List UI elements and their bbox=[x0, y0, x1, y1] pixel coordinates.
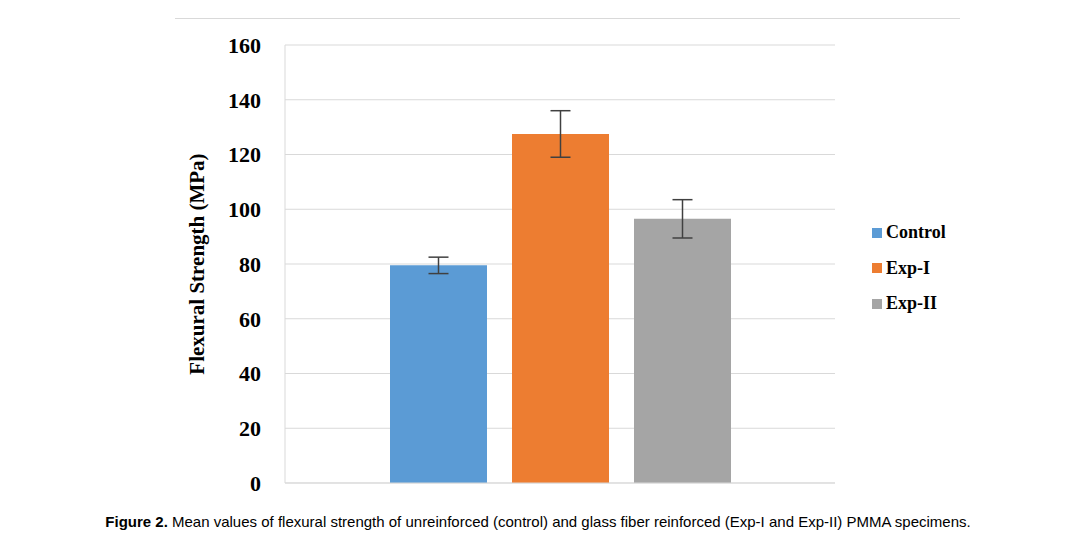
svg-text:100: 100 bbox=[228, 197, 261, 222]
html-text:Flexural Strength (MPa): Flexural Strength (MPa) bbox=[184, 153, 209, 375]
svg-text:0: 0 bbox=[250, 471, 261, 496]
svg-text:40: 40 bbox=[239, 361, 261, 386]
svg-text:20: 20 bbox=[239, 416, 261, 441]
html-text:Exp-II: Exp-II bbox=[886, 293, 937, 314]
svg-text:160: 160 bbox=[228, 33, 261, 58]
svg-text:60: 60 bbox=[239, 307, 261, 332]
html-text:Control: Control bbox=[886, 222, 946, 243]
html-text:Figure 2. Mean values of flexu: Figure 2. Mean values of flexural streng… bbox=[105, 513, 971, 530]
svg-text:140: 140 bbox=[228, 88, 261, 113]
html-text:Exp-I: Exp-I bbox=[886, 257, 930, 278]
svg-text:120: 120 bbox=[228, 142, 261, 167]
svg-text:80: 80 bbox=[239, 252, 261, 277]
